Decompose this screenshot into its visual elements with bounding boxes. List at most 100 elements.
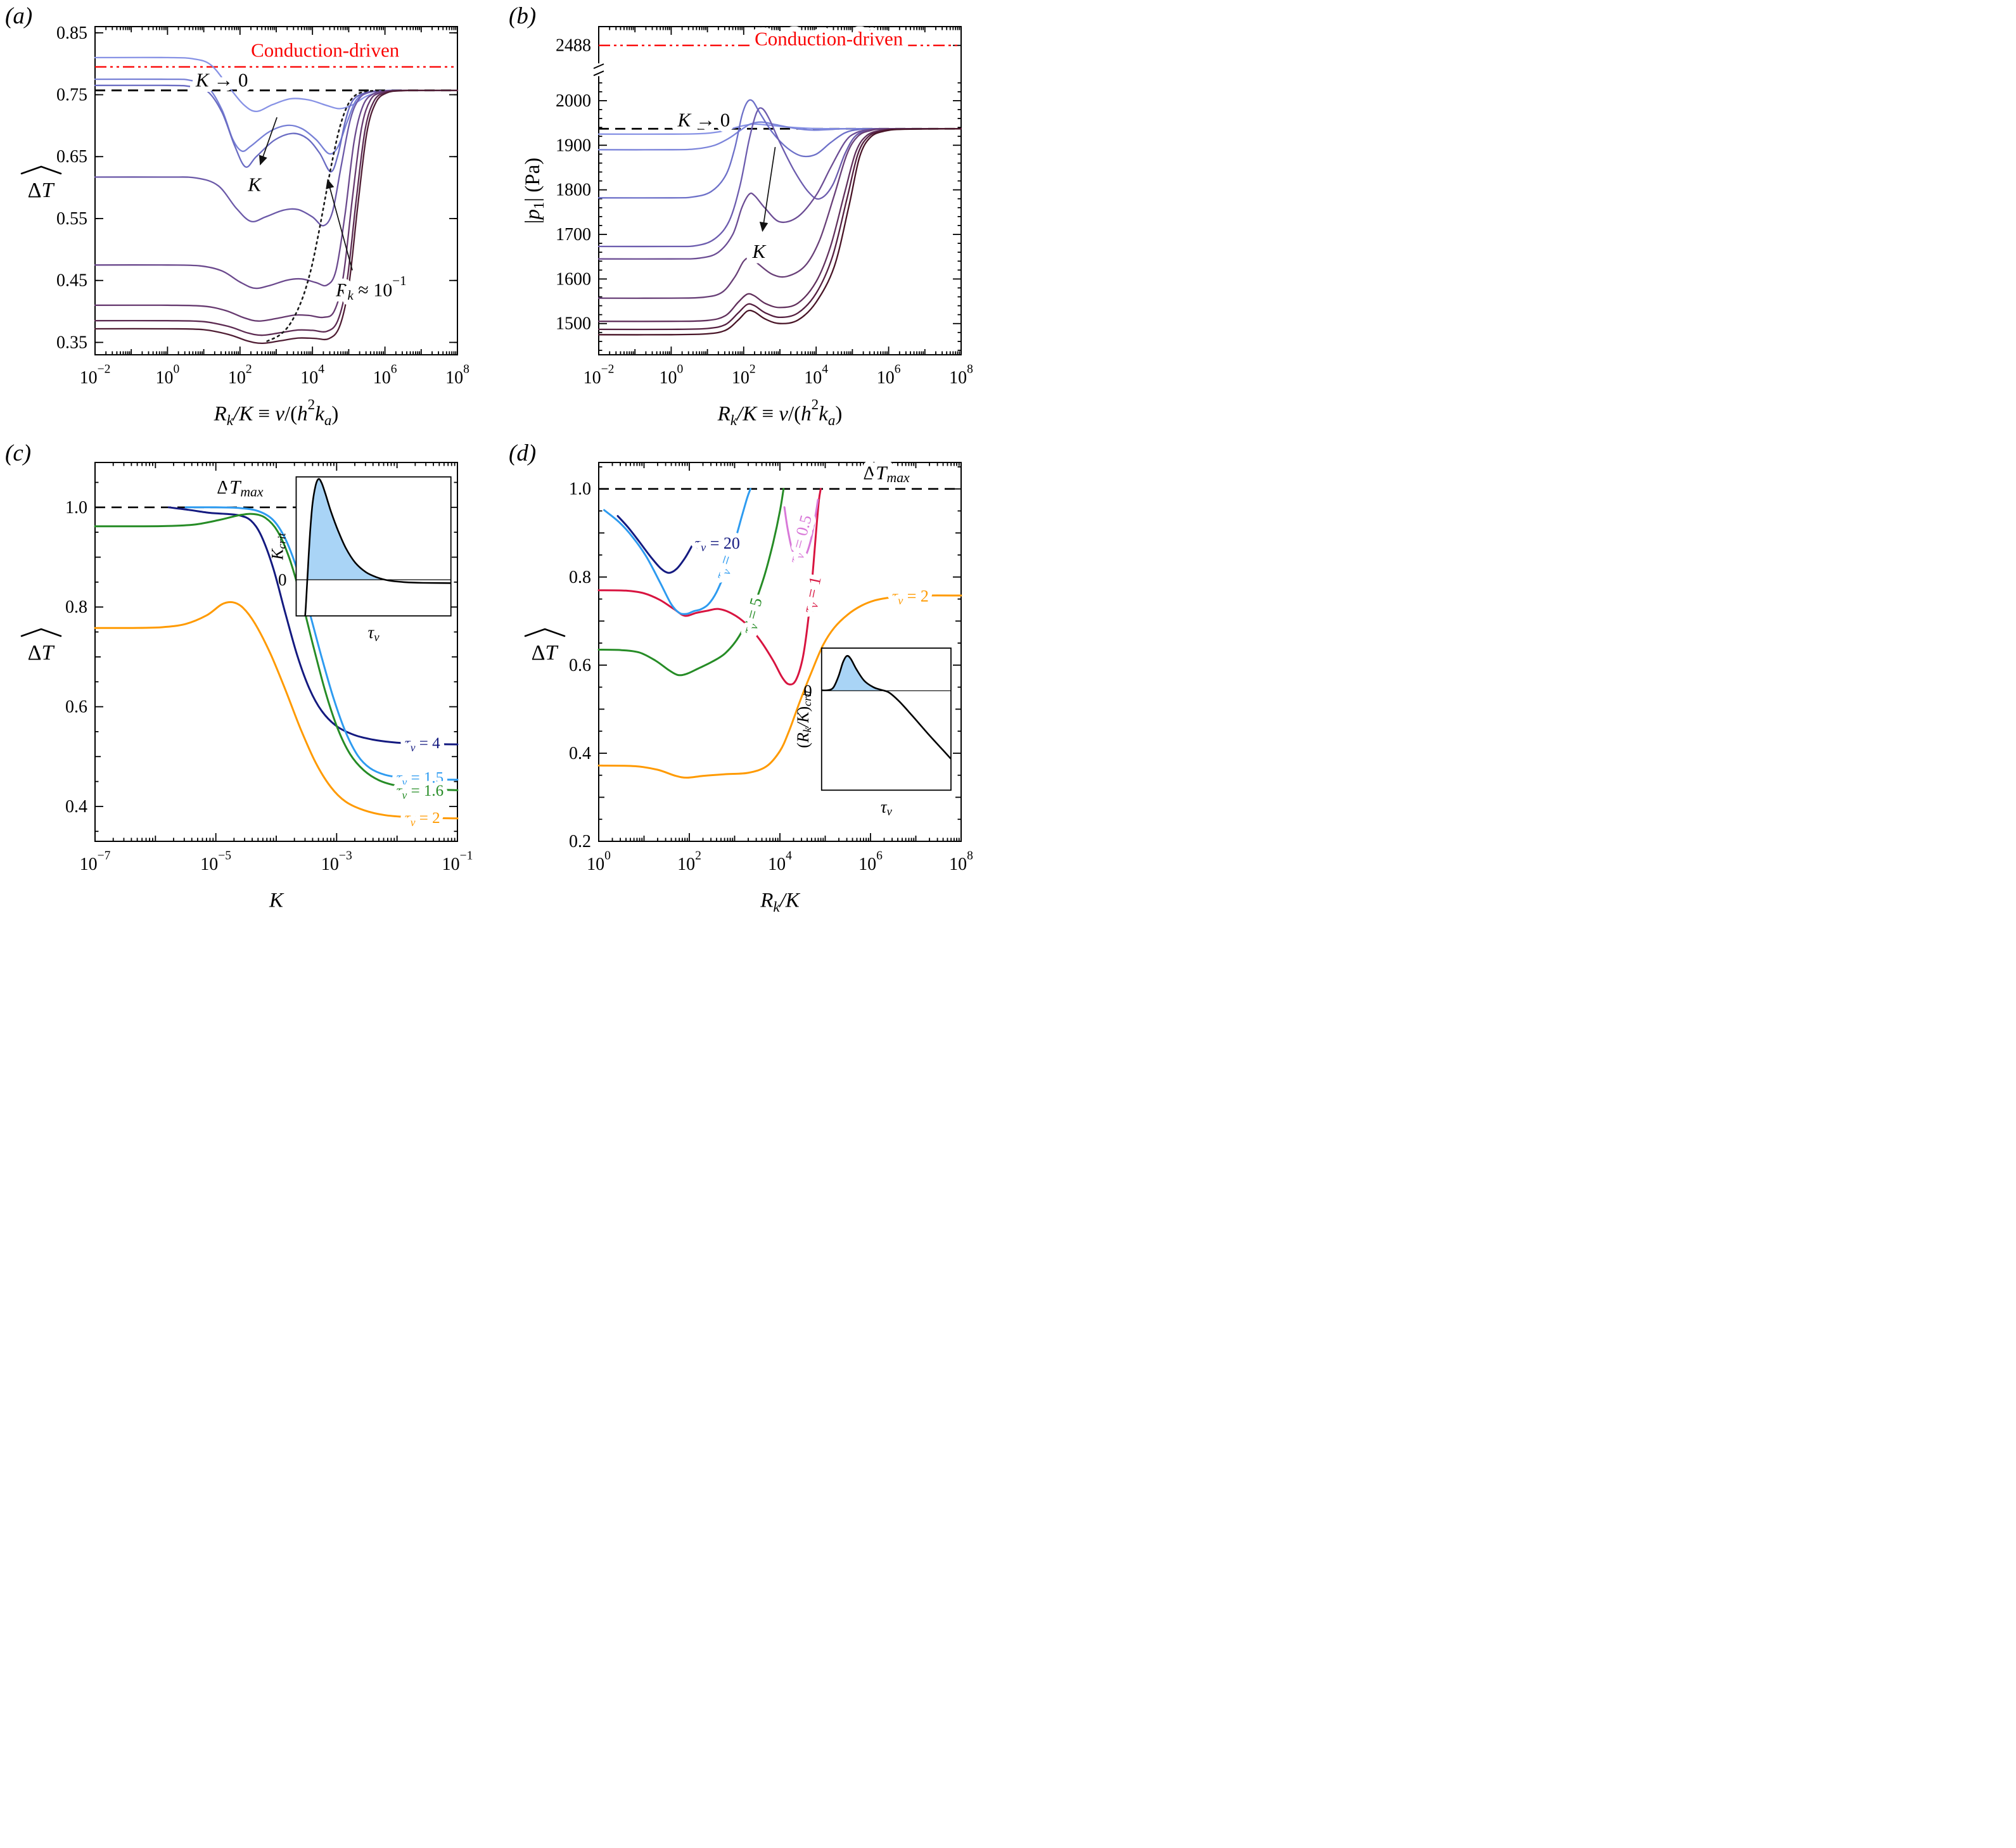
y-tick-label: 1600 <box>556 269 591 289</box>
annotation: K → 0 <box>677 108 730 131</box>
x-axis-label: K <box>269 889 284 912</box>
curve-tau-20 <box>616 515 698 574</box>
curve-Rk-family-3 <box>94 84 459 173</box>
y-tick-label: 0.6 <box>65 697 87 717</box>
panel-d: (d) 100 102 104 106 108 0.2 0.4 0.6 0.8 1.0 (Rk/K)… <box>504 437 1007 924</box>
x-tick-label: 10−2 <box>584 362 615 387</box>
curve-Rk-family-6 <box>94 89 459 322</box>
curve-p1-family-6 <box>597 128 962 299</box>
y-axis-label-hat <box>20 628 62 637</box>
curve-label-tau-2: τν = 2 <box>892 587 929 607</box>
y-tick-label: 0.8 <box>65 597 87 617</box>
inset-x-label: τν <box>881 797 893 818</box>
x-axis-label: Rk/K ≡ ν/(h2ka) <box>214 396 339 428</box>
annotation-arrow <box>326 179 353 271</box>
x-tick-label: 102 <box>677 849 701 874</box>
curve-Rk-family-7 <box>94 89 459 336</box>
x-tick-label: 104 <box>768 849 792 874</box>
annotation-arrow <box>759 146 776 233</box>
figure-top-row: (a) 10−2 100 102 104 106 108 0.35 0.45 0.55 0.65 0… <box>0 0 1008 437</box>
y-axis-label: ΔT <box>532 641 559 665</box>
panel-c-tag: (c) <box>5 440 32 466</box>
x-tick-label: 100 <box>660 362 684 387</box>
curve-tau-0p5 <box>783 499 819 562</box>
curve-p1-family-7 <box>597 128 962 322</box>
y-tick-label: 1500 <box>556 314 591 333</box>
annotation: Conduction-driven <box>755 27 903 49</box>
annotation: K <box>751 240 767 262</box>
y-tick-label: 2000 <box>556 91 591 110</box>
x-tick-label: 106 <box>373 362 397 387</box>
x-tick-label: 10−5 <box>200 849 231 874</box>
inset-zero-label: 0 <box>278 570 287 589</box>
x-tick-label: 104 <box>804 362 828 387</box>
figure-four-panel: (a) 10−2 100 102 104 106 108 0.35 0.45 0.55 0.65 0… <box>0 0 1008 924</box>
panel-a-tag: (a) <box>5 3 33 29</box>
x-tick-label: 10−2 <box>80 362 111 387</box>
y-tick-label: 0.65 <box>56 147 87 167</box>
panel-b: (b) 10−2 100 102 104 106 108 1500 1600 1700 1800 1… <box>504 0 1007 437</box>
y-axis-label: ΔT <box>28 641 55 665</box>
x-tick-label: 108 <box>949 849 973 874</box>
axis-break-gap <box>596 63 601 77</box>
x-tick-label: 106 <box>877 362 901 387</box>
curve-tau-1p5 <box>184 506 459 781</box>
inset-shaded-area <box>307 478 386 580</box>
x-tick-label: 10−1 <box>442 849 473 874</box>
y-tick-label: 0.2 <box>569 832 591 851</box>
y-tick-label: 1700 <box>556 225 591 245</box>
y-tick-label: 0.75 <box>56 85 87 105</box>
curve-Rk-family-8 <box>94 89 459 345</box>
annotation: Conduction-driven <box>251 39 400 61</box>
x-axis-label: Rk/K ≡ ν/(h2ka) <box>717 396 843 428</box>
x-tick-label: 108 <box>445 362 469 387</box>
curve-p1-family-2 <box>597 121 962 151</box>
y-tick-label: 0.45 <box>56 271 87 290</box>
panel-d-tag: (d) <box>509 440 537 466</box>
plot-frame <box>94 26 458 355</box>
x-tick-label: 10−3 <box>321 849 352 874</box>
panel-c: (c) 10−7 10−5 10−3 10−1 0.4 0.6 0.8 1.0 Kcrit τν 0… <box>0 437 504 924</box>
curve-label-tau-2: τν = 2 <box>405 810 440 829</box>
curve-tau-10 <box>603 488 751 615</box>
plot-frame <box>598 26 962 355</box>
x-tick-label: 102 <box>732 362 756 387</box>
inset-curve <box>821 654 951 760</box>
x-tick-label: 10−7 <box>80 849 111 874</box>
panel-a-chart: 10−2 100 102 104 106 108 0.35 0.45 0.55 0.65 0.75 0… <box>0 0 504 437</box>
axis-ticks <box>598 27 962 355</box>
x-tick-label: 100 <box>587 849 611 874</box>
x-tick-label: 102 <box>228 362 252 387</box>
y-tick-label: 2488 <box>556 35 591 55</box>
panel-c-chart: 10−7 10−5 10−3 10−1 0.4 0.6 0.8 1.0 Kcrit τν 0 τν =… <box>0 437 504 924</box>
panel-a: (a) 10−2 100 102 104 106 108 0.35 0.45 0.55 0.65 0… <box>0 0 504 437</box>
y-tick-label: 1.0 <box>65 497 87 517</box>
curve-p1-family-9 <box>597 128 962 336</box>
y-tick-label: 1.0 <box>569 479 591 499</box>
y-axis-label: |p1| (Pa) <box>521 158 547 224</box>
figure-bottom-row: (c) 10−7 10−5 10−3 10−1 0.4 0.6 0.8 1.0 Kcrit τν 0… <box>0 437 1008 924</box>
curve-tau-5 <box>597 488 785 677</box>
annotation: K <box>247 173 262 195</box>
curve-tau-1 <box>597 488 822 685</box>
panel-b-chart: 10−2 100 102 104 106 108 1500 1600 1700 1800 1900 2… <box>504 0 1007 437</box>
curve-Rk-family-4 <box>94 89 459 227</box>
x-tick-label: 106 <box>858 849 883 874</box>
inset-y-label: (Rk/K)crit <box>793 690 813 748</box>
y-tick-label: 1900 <box>556 136 591 155</box>
y-tick-label: 0.35 <box>56 333 87 352</box>
inset-curve <box>304 478 451 616</box>
axis-break-mark <box>593 63 604 69</box>
y-axis-label: ΔT <box>28 179 55 202</box>
y-axis-label-hat <box>20 165 62 175</box>
panel-d-chart: 100 102 104 106 108 0.2 0.4 0.6 0.8 1.0 (Rk/K)crit… <box>504 437 1007 924</box>
y-tick-label: 0.85 <box>56 23 87 42</box>
curve-p1-family-5 <box>597 128 962 260</box>
panel-b-tag: (b) <box>509 3 537 29</box>
curve-tau-2 <box>94 601 459 820</box>
curve-label-tau-4: τν = 4 <box>405 734 440 754</box>
axis-ticks <box>598 462 962 842</box>
y-tick-label: 0.4 <box>569 743 591 763</box>
curve-tau-4 <box>167 506 459 746</box>
curve-Rk-family-5 <box>94 89 459 290</box>
